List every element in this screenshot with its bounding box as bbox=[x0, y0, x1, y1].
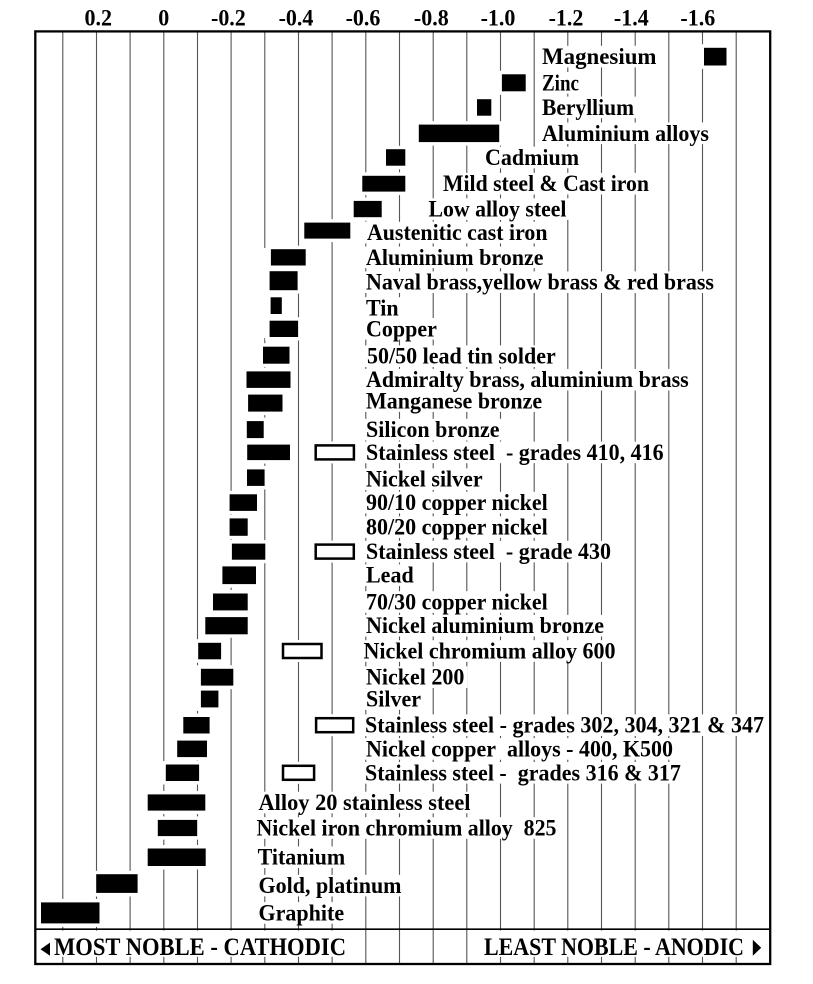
svg-text:Gold, platinum: Gold, platinum bbox=[259, 873, 402, 899]
svg-text:Tin: Tin bbox=[366, 296, 399, 322]
svg-text:Naval brass,yellow brass & red: Naval brass,yellow brass & red brass bbox=[366, 270, 714, 296]
svg-text:Cadmium: Cadmium bbox=[485, 145, 579, 171]
svg-text:Nickel silver: Nickel silver bbox=[366, 467, 483, 493]
svg-text:90/10 copper nickel: 90/10 copper nickel bbox=[366, 490, 548, 516]
svg-text:-1.0: -1.0 bbox=[481, 6, 516, 32]
svg-text:Stainless steel - grades 410,: Stainless steel - grades 410, 416 bbox=[366, 440, 664, 466]
svg-text:80/20 copper nickel: 80/20 copper nickel bbox=[366, 515, 548, 541]
svg-text:Admiralty brass, aluminium bra: Admiralty brass, aluminium brass bbox=[366, 367, 689, 393]
svg-text:Nickel iron chromium alloy 82: Nickel iron chromium alloy 825 bbox=[257, 816, 557, 842]
svg-text:Lead: Lead bbox=[366, 563, 414, 589]
svg-text:Aluminium alloys: Aluminium alloys bbox=[542, 121, 709, 147]
svg-text:Nickel chromium alloy 600: Nickel chromium alloy 600 bbox=[364, 639, 616, 665]
svg-text:Beryllium: Beryllium bbox=[542, 95, 634, 121]
svg-text:Alloy 20 stainless steel: Alloy 20 stainless steel bbox=[259, 790, 471, 816]
svg-text:0.2: 0.2 bbox=[85, 6, 113, 32]
svg-text:Mild steel & Cast iron: Mild steel & Cast iron bbox=[443, 171, 649, 197]
svg-text:-0.8: -0.8 bbox=[414, 6, 449, 32]
svg-text:Austenitic cast iron: Austenitic cast iron bbox=[367, 220, 548, 246]
svg-text:LEAST NOBLE - ANODIC: LEAST NOBLE - ANODIC bbox=[484, 934, 744, 961]
svg-text:-1.4: -1.4 bbox=[614, 6, 649, 32]
svg-text:Magnesium: Magnesium bbox=[542, 44, 657, 70]
svg-text:Nickel 200: Nickel 200 bbox=[366, 665, 464, 691]
svg-text:Stainless steel - grade 430: Stainless steel - grade 430 bbox=[366, 539, 611, 565]
svg-text:Silicon bronze: Silicon bronze bbox=[366, 417, 500, 443]
svg-text:-1.6: -1.6 bbox=[680, 6, 715, 32]
svg-text:MOST NOBLE - CATHODIC: MOST NOBLE - CATHODIC bbox=[54, 934, 346, 961]
svg-text:-1.2: -1.2 bbox=[549, 6, 584, 32]
svg-text:Nickel aluminium bronze: Nickel aluminium bronze bbox=[366, 613, 604, 639]
svg-text:Titanium: Titanium bbox=[258, 845, 346, 871]
svg-text:50/50 lead tin solder: 50/50 lead tin solder bbox=[367, 344, 556, 370]
svg-text:Stainless steel - grades 302,: Stainless steel - grades 302, 304, 321 &… bbox=[365, 713, 764, 739]
svg-text:Aluminium bronze: Aluminium bronze bbox=[366, 245, 544, 271]
svg-text:Silver: Silver bbox=[366, 687, 421, 713]
svg-text:70/30 copper nickel: 70/30 copper nickel bbox=[366, 590, 548, 616]
svg-text:Nickel copper alloys - 400, K: Nickel copper alloys - 400, K500 bbox=[366, 736, 673, 762]
svg-text:Manganese bronze: Manganese bronze bbox=[366, 389, 542, 415]
svg-text:-0.2: -0.2 bbox=[211, 6, 246, 32]
svg-text:Copper: Copper bbox=[366, 316, 437, 342]
svg-text:Stainless steel - grades 316: Stainless steel - grades 316 & 317 bbox=[365, 760, 681, 786]
svg-text:Low alloy steel: Low alloy steel bbox=[429, 197, 567, 223]
svg-text:0: 0 bbox=[158, 6, 169, 32]
svg-text:-0.4: -0.4 bbox=[279, 6, 314, 32]
svg-text:Graphite: Graphite bbox=[259, 900, 345, 926]
svg-text:-0.6: -0.6 bbox=[346, 6, 381, 32]
svg-text:Zinc: Zinc bbox=[542, 70, 579, 96]
